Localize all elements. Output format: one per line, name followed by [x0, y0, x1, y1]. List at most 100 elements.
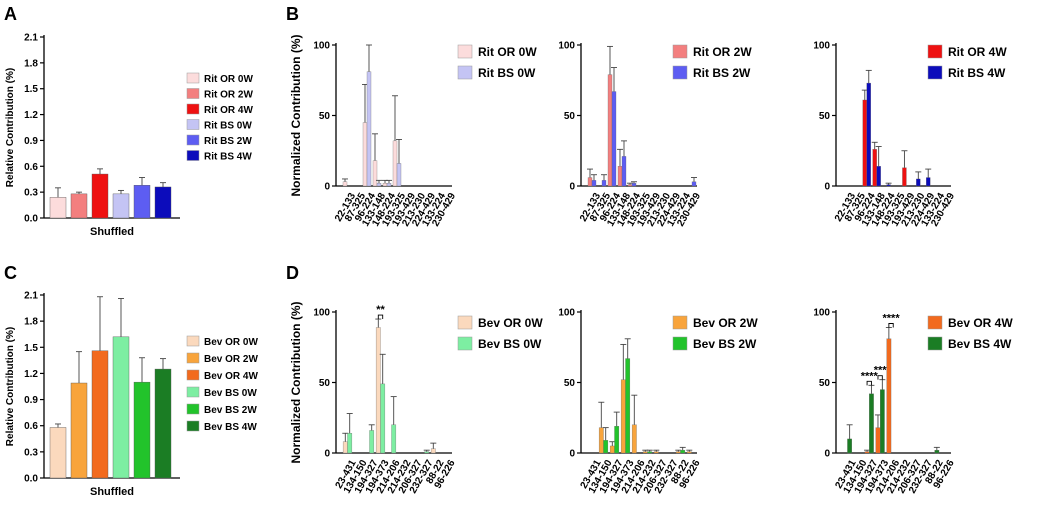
chart-d2-bar: [614, 426, 620, 454]
chart-d2-bar: [653, 451, 659, 454]
chart-d3-bar: [934, 450, 940, 454]
chart-a-x-label: Shuffled: [90, 226, 134, 238]
chart-c-legend-swatch: [186, 369, 200, 381]
chart-d2-bar: [620, 379, 626, 454]
chart-d2-bar: [609, 445, 615, 454]
chart-d1-bar: [375, 327, 381, 454]
chart-d1-significance-label: **: [376, 304, 385, 316]
chart-d3-bar: [869, 393, 874, 454]
chart-a-legend-swatch: [186, 119, 200, 130]
chart-d2-bar: [598, 427, 604, 454]
chart-a-bar: [91, 173, 109, 219]
chart-c-bar: [112, 336, 130, 479]
chart-d2: 05010023-431134-150194-327194-373214-206…: [558, 308, 758, 496]
chart-b2-bar: [617, 166, 623, 187]
chart-d1: 05010023-431134-150194-327194-373214-206…: [289, 302, 543, 496]
chart-b1-legend-swatch: [457, 44, 473, 59]
chart-b2-bar: [591, 180, 597, 187]
chart-b1-bar: [396, 163, 402, 187]
chart-b2-bar: [601, 180, 607, 187]
chart-a-y-tick-label: 0.9: [24, 136, 38, 147]
chart-c-y-tick-label: 2.1: [24, 291, 38, 302]
chart-c-legend-label: Bev OR 4W: [204, 371, 258, 382]
chart-c-legend-swatch: [186, 352, 200, 364]
chart-d1-bar: [430, 448, 436, 454]
chart-a-y-tick-label: 0.3: [24, 188, 38, 199]
chart-b2-y-tick-label: 50: [564, 111, 576, 122]
chart-b2-legend-label: Rit OR 2W: [693, 45, 752, 59]
chart-b3-legend-swatch: [927, 44, 943, 59]
chart-b2-legend-swatch: [672, 65, 688, 80]
chart-d1-legend-label: Bev OR 0W: [478, 316, 543, 330]
chart-c-bar: [133, 381, 151, 479]
chart-a-legend-label: Rit OR 2W: [204, 90, 253, 101]
chart-b3-bar: [916, 178, 921, 187]
chart-b2-bar: [627, 184, 633, 187]
chart-d3-y-tick-label: 100: [813, 308, 830, 319]
chart-c-bar: [91, 350, 109, 479]
chart-d1-significance-bracket: [377, 314, 384, 320]
chart-c-y-tick-label: 0.3: [24, 447, 38, 458]
chart-d3-significance-bracket: [866, 380, 872, 386]
chart-c-bar: [49, 427, 67, 479]
chart-c-y-tick-label: 0.0: [24, 474, 38, 485]
chart-a-legend-swatch: [186, 134, 200, 146]
chart-b1-y-tick-label: 0: [324, 182, 330, 193]
chart-c-bar: [70, 382, 88, 479]
chart-c-y-title: Relative Contribution (%): [5, 327, 16, 446]
chart-b1-legend-label: Rit BS 0W: [478, 66, 536, 80]
chart-c-x-label: Shuffled: [90, 486, 134, 498]
chart-d1-bar: [342, 441, 348, 454]
chart-b1-bar: [362, 122, 368, 187]
chart-c-bar: [154, 368, 172, 479]
chart-b3-bar: [876, 166, 881, 187]
chart-d2-legend-label: Bev OR 2W: [693, 316, 758, 330]
chart-d2-bar: [625, 358, 631, 454]
chart-d3-bar: [880, 389, 885, 454]
chart-d2-bar: [675, 451, 681, 454]
chart-d3-significance-label: ****: [882, 313, 900, 325]
panel-label-d: D: [286, 263, 299, 283]
chart-b3-bar: [886, 184, 891, 187]
chart-d2-bar: [647, 451, 653, 454]
chart-c-legend-label: Bev OR 0W: [204, 337, 258, 348]
chart-a-y-tick-label: 0.0: [24, 214, 38, 225]
chart-d2-bar: [686, 451, 692, 454]
chart-c-y-tick-label: 0.9: [24, 395, 38, 406]
chart-b2-legend-label: Rit BS 2W: [693, 66, 751, 80]
chart-d1-bar: [391, 424, 397, 454]
chart-d3-significance-label: ****: [861, 370, 879, 382]
chart-d3-significance-bracket: [877, 375, 883, 380]
chart-b3-bar: [872, 149, 877, 187]
chart-b3-y-tick-label: 50: [819, 111, 831, 122]
chart-a-legend-swatch: [186, 103, 200, 115]
chart-b3-y-tick-label: 100: [813, 41, 830, 52]
chart-b2-bar: [611, 91, 617, 187]
chart-b3: 05010022-13387-32596-224133-148148-22419…: [813, 41, 1007, 229]
chart-b2-bar: [607, 74, 613, 187]
chart-c-legend-label: Bev OR 2W: [204, 354, 258, 365]
chart-b3-bar: [866, 82, 871, 187]
chart-d3-legend-swatch: [927, 336, 943, 351]
chart-d1-y-tick-label: 0: [324, 449, 330, 460]
chart-d1-y-tick-label: 50: [319, 378, 331, 389]
chart-c-legend-label: Bev BS 4W: [204, 422, 257, 433]
chart-a-legend-swatch: [186, 150, 200, 161]
chart-b2-bar: [691, 181, 697, 187]
chart-b1-legend-swatch: [457, 65, 473, 80]
chart-a-bar: [154, 186, 172, 219]
chart-d1-legend-swatch: [457, 315, 473, 330]
chart-a-legend-label: Rit BS 4W: [204, 152, 252, 163]
chart-d3-legend-label: Bev OR 4W: [948, 316, 1013, 330]
chart-d2-y-tick-label: 100: [558, 308, 575, 319]
chart-d3-bar: [875, 427, 881, 454]
chart-b1-y-title: Normalized Contribution (%): [289, 35, 303, 197]
chart-b2-y-tick-label: 100: [558, 41, 575, 52]
chart-d2-legend-label: Bev BS 2W: [693, 337, 757, 351]
chart-b3-bar: [862, 99, 867, 187]
chart-d1-bar: [380, 383, 386, 454]
chart-a-y-title: Relative Contribution (%): [5, 68, 16, 187]
chart-d1-legend-swatch: [457, 336, 473, 351]
chart-c-legend-label: Bev BS 2W: [204, 405, 257, 416]
